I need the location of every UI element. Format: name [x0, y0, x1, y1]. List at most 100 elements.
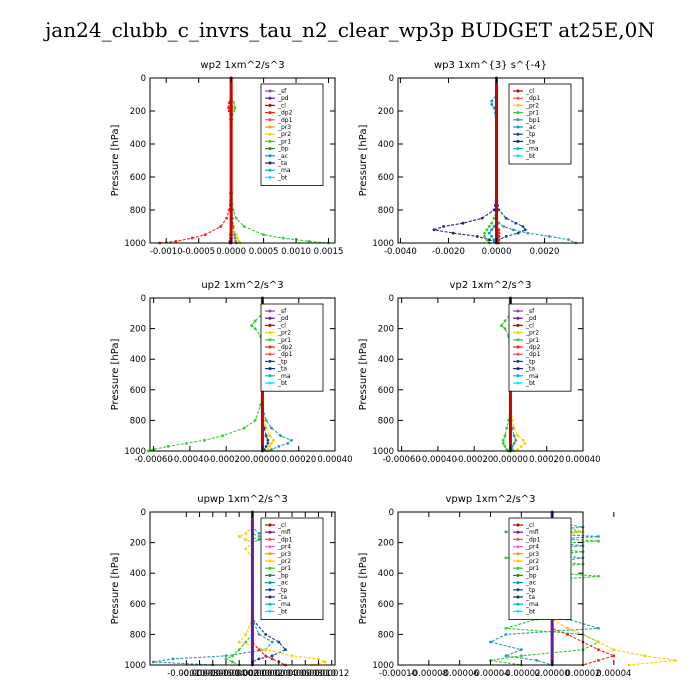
y-tick-label: 0 — [389, 74, 394, 84]
y-tick-label: 1000 — [372, 239, 394, 249]
data-point-_cl — [229, 93, 233, 96]
data-point-_pr1 — [224, 657, 228, 661]
data-point-_pr2 — [244, 532, 248, 535]
series-line-_ta — [433, 78, 498, 244]
y-tick-label: 0 — [141, 294, 146, 304]
series-line-_ta — [153, 512, 274, 666]
legend-marker — [268, 588, 272, 592]
legend-marker — [516, 352, 520, 356]
legend-marker — [516, 118, 520, 122]
y-tick-label: 800 — [378, 630, 394, 640]
legend-marker — [268, 132, 272, 136]
data-point-_tp — [504, 216, 508, 220]
y-tick-label: 800 — [130, 416, 146, 426]
data-point-_dp2 — [219, 225, 223, 228]
y-tick-label: 200 — [378, 107, 394, 117]
y-tick-label: 0 — [141, 74, 146, 84]
data-point-_cl — [495, 159, 498, 162]
data-point-_pr2 — [566, 626, 569, 630]
data-point-_dp1 — [597, 659, 600, 662]
data-point-_pr1 — [499, 324, 503, 327]
data-point-_pr2 — [323, 660, 327, 664]
y-tick-label: 400 — [130, 140, 146, 150]
legend-marker — [268, 545, 272, 549]
data-point-_cl — [509, 438, 512, 442]
data-point-_mfl — [251, 525, 254, 529]
y-tick-label: 600 — [378, 386, 394, 396]
legend-label: _pr1 — [525, 565, 539, 572]
legend-marker — [516, 530, 520, 534]
legend-marker — [268, 345, 272, 349]
data-point-_cl — [229, 192, 233, 195]
data-point-_pr2 — [523, 441, 527, 445]
data-point-_pr2 — [627, 663, 631, 667]
data-point-_cl — [261, 438, 264, 442]
legend-label: _dp1 — [525, 536, 541, 543]
data-point-_tp — [264, 434, 268, 438]
data-point-_cl — [495, 231, 498, 235]
legend-label: _ma — [525, 373, 539, 380]
data-point-_pr1 — [237, 648, 241, 652]
data-point-_ta — [224, 654, 228, 658]
data-point-_pr1 — [501, 441, 505, 445]
legend-label: _pd — [525, 315, 537, 322]
x-tick-label: -0.00010 — [167, 669, 205, 679]
data-point-_cl — [495, 192, 498, 195]
data-point-_dp1 — [497, 228, 501, 232]
legend-marker — [516, 537, 520, 541]
legend-label: _ma — [277, 373, 291, 380]
x-tick-label: 0.0000 — [482, 247, 512, 257]
data-point-_pr1 — [501, 438, 505, 442]
legend-label: _sf — [277, 88, 287, 95]
data-point-_cl — [229, 159, 233, 162]
legend-label: _cl — [525, 522, 534, 529]
data-point-_cl — [495, 225, 498, 228]
legend-marker — [516, 316, 520, 320]
data-point-_bp1 — [547, 235, 551, 238]
legend-marker — [268, 125, 272, 129]
data-point-_pr1 — [483, 235, 486, 238]
legend-marker — [516, 89, 520, 93]
x-tick-label: -0.00010 — [379, 669, 417, 679]
data-point-_pr2 — [674, 659, 677, 662]
legend-label: _bt — [277, 380, 288, 387]
data-point-_dp2 — [227, 106, 230, 110]
x-tick-label: 0.0010 — [281, 247, 311, 257]
data-point-_pr2 — [244, 633, 248, 636]
x-tick-label: 0.00008 — [288, 669, 323, 679]
legend-label: _bp — [525, 572, 537, 579]
legend-label: _pd — [277, 95, 289, 102]
data-point-_cl — [261, 426, 264, 430]
panel-title: vpwp 1xm^2/s^3 — [445, 494, 535, 505]
data-point-_ta — [451, 231, 455, 235]
data-point-_tp — [270, 654, 274, 658]
legend-marker — [516, 359, 520, 363]
legend-label: _pr2 — [277, 131, 291, 138]
y-tick-label: 400 — [378, 140, 394, 150]
plot-frame — [397, 77, 584, 244]
legend-label: _pr2 — [277, 330, 291, 337]
y-tick-label: 200 — [130, 325, 146, 335]
data-point-_ta — [504, 530, 508, 534]
data-point-_pr1 — [146, 449, 150, 453]
data-point-_ta — [504, 654, 508, 658]
legend-label: _ta — [525, 366, 535, 373]
legend-marker — [268, 96, 272, 100]
legend-marker — [268, 566, 272, 570]
data-point-_cl — [229, 208, 233, 212]
legend-label: _ac — [277, 153, 288, 160]
x-tick-label: -0.0040 — [384, 247, 417, 257]
legend-label: _bt — [525, 608, 536, 615]
data-point-_dp1 — [597, 648, 600, 652]
x-tick-label: -0.0020 — [432, 247, 465, 257]
x-tick-label: 0.0000 — [216, 247, 246, 257]
data-point-_cl — [495, 99, 498, 103]
data-point-_pr1 — [231, 654, 234, 658]
legend-marker — [516, 147, 520, 151]
data-point-_cl — [229, 117, 233, 121]
x-tick-label: -0.0010 — [150, 247, 183, 257]
y-tick-label: 0 — [389, 294, 394, 304]
legend-marker — [268, 381, 272, 385]
legend-marker — [268, 530, 272, 534]
y-axis-label: Pressure [hPa] — [358, 339, 369, 411]
